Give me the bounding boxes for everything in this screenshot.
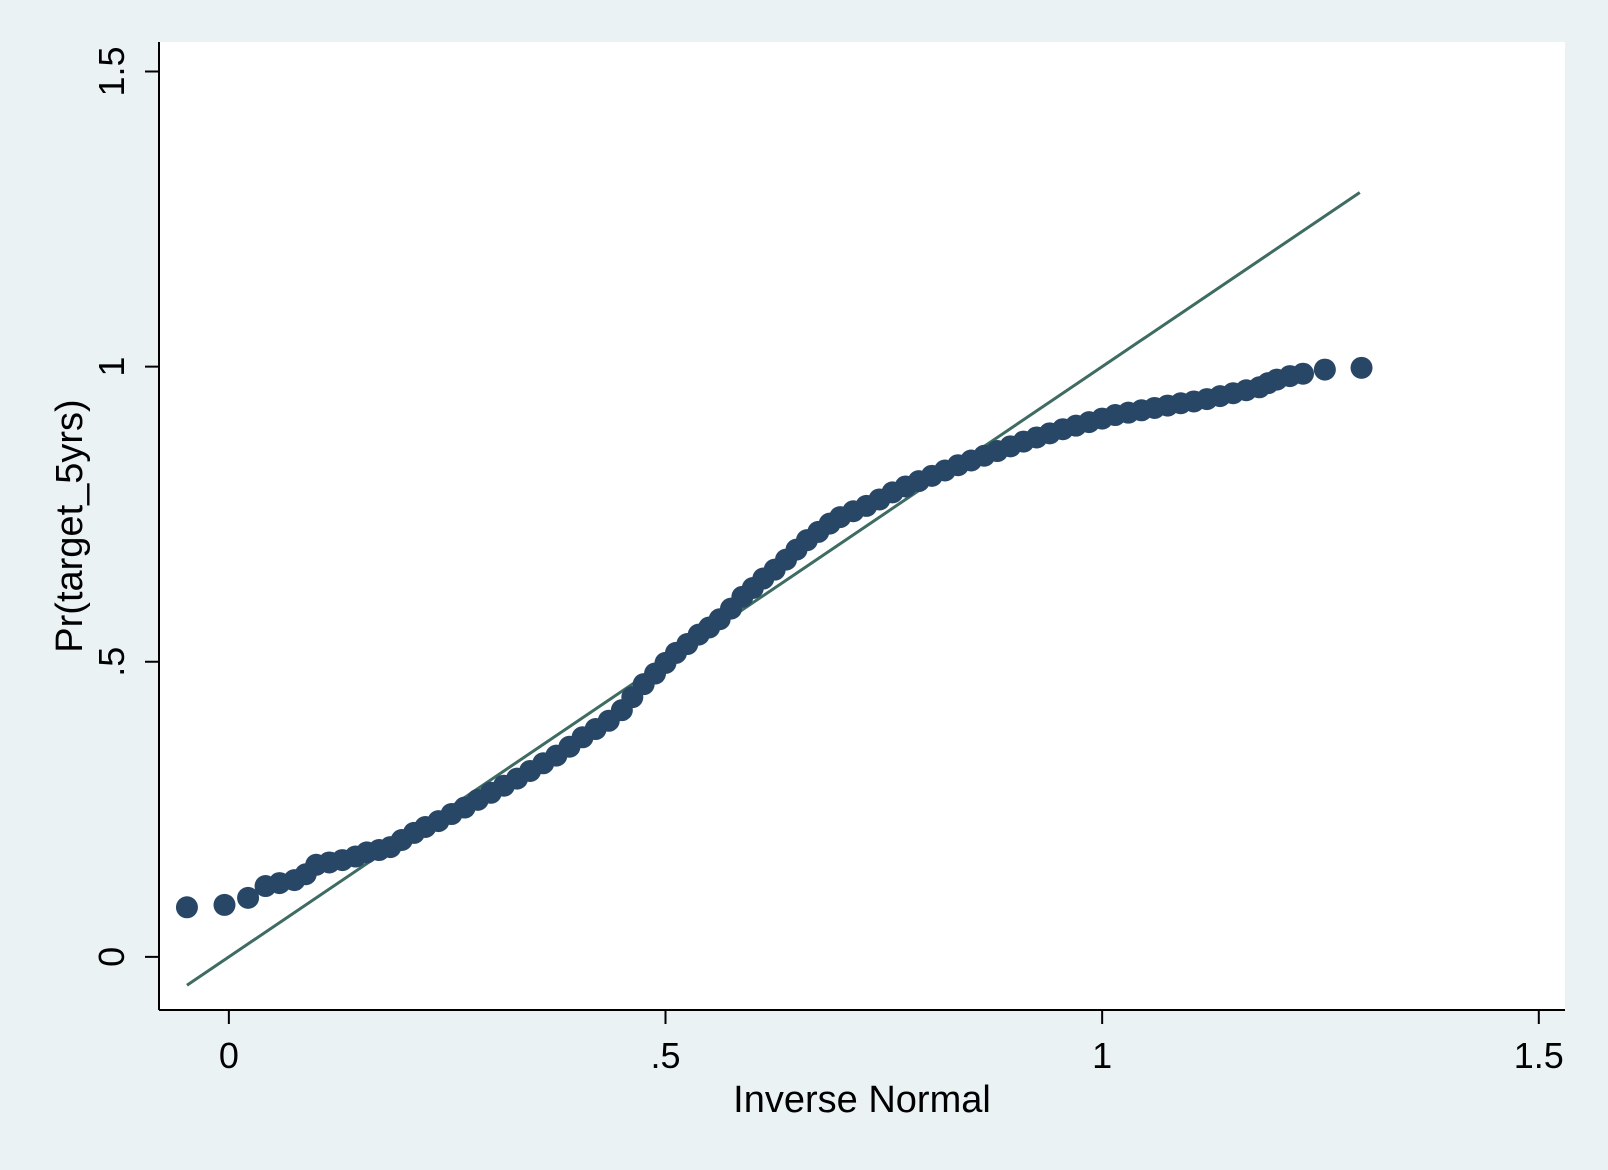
y-tick-label: 1.5 xyxy=(91,46,132,96)
x-tick-label: 1 xyxy=(1092,1035,1112,1076)
x-axis-label: Inverse Normal xyxy=(733,1079,991,1121)
y-tick-label: .5 xyxy=(91,647,132,677)
y-ticks-layer: 0 .5 1 1.5 xyxy=(91,46,159,967)
plot-area xyxy=(159,42,1565,1010)
data-point xyxy=(175,896,198,919)
x-tick-label: 0 xyxy=(219,1035,239,1076)
data-point xyxy=(237,886,260,909)
y-tick-label: 0 xyxy=(91,947,132,967)
data-point xyxy=(1292,362,1315,385)
x-tick-label: .5 xyxy=(650,1035,680,1076)
x-tick-label: 1.5 xyxy=(1514,1035,1564,1076)
y-tick-label: 1 xyxy=(91,357,132,377)
data-points-layer xyxy=(175,356,1373,919)
y-axis-label: Pr(target_5yrs) xyxy=(49,399,91,652)
data-point xyxy=(1350,356,1373,379)
data-point xyxy=(1313,358,1336,381)
data-point xyxy=(213,893,236,916)
x-ticks-layer: 0 .5 1 1.5 xyxy=(219,1010,1564,1076)
